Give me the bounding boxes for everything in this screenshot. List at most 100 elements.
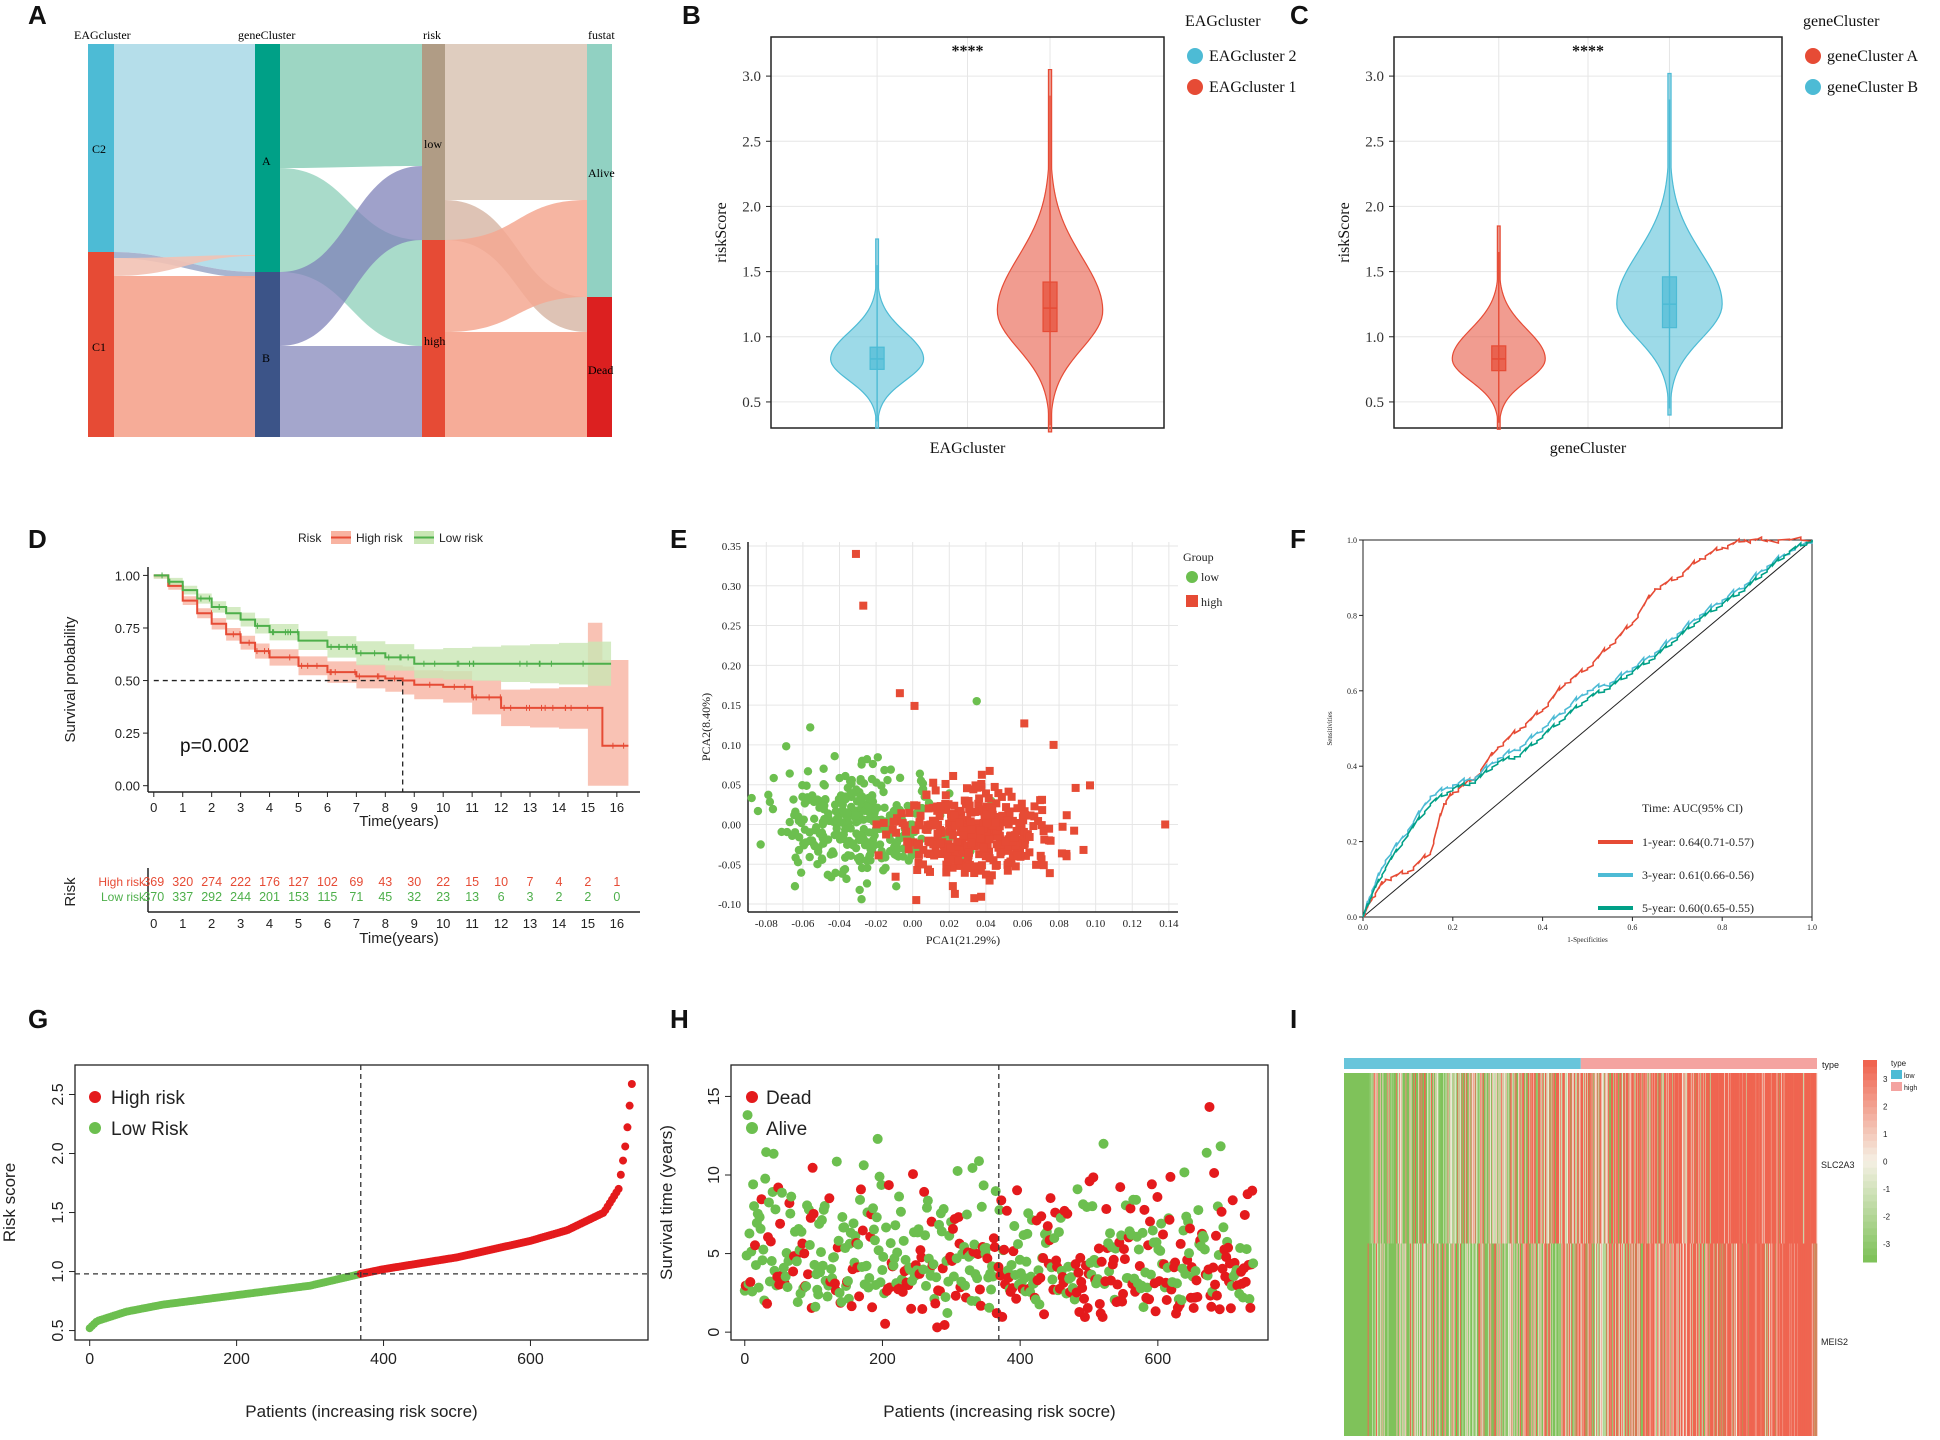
point-dead (1175, 1238, 1186, 1249)
heatmap-cell (1439, 1073, 1441, 1244)
heatmap-cell (1772, 1073, 1774, 1244)
point-dead (1079, 1312, 1090, 1323)
annotation-label: type (1822, 1060, 1839, 1070)
heatmap-cell (1716, 1243, 1718, 1436)
heatmap-cell (1608, 1243, 1610, 1436)
heatmap-cell (1720, 1073, 1722, 1244)
point-dead (988, 1233, 999, 1244)
y-axis-label: Survival probability (62, 616, 79, 742)
y-tick-label: 0.35 (722, 541, 742, 553)
point-alive (810, 1301, 821, 1312)
heatmap-cell (1777, 1073, 1779, 1244)
scatter-point-high (956, 861, 965, 870)
heatmap-cell (1676, 1243, 1678, 1436)
heatmap-cell (1728, 1243, 1729, 1436)
scatter-point-high (949, 771, 958, 780)
legend-swatch (1891, 1070, 1902, 1079)
scatter-point-low (790, 882, 800, 891)
heatmap-cell (1630, 1073, 1632, 1244)
x-tick-label: -0.04 (828, 918, 851, 930)
heatmap-cell (1523, 1243, 1525, 1436)
heatmap-cell (1511, 1243, 1513, 1436)
heatmap-cell (1780, 1243, 1782, 1436)
heatmap-cell (1542, 1073, 1544, 1244)
color-scale-label: -1 (1883, 1185, 1891, 1194)
heatmap-cell (1809, 1243, 1811, 1436)
scatter-point-low (870, 841, 879, 850)
heatmap-cell (1591, 1243, 1593, 1436)
heatmap-cell (1738, 1243, 1740, 1436)
risk-table-value: 32 (407, 890, 421, 904)
heatmap-cell (1488, 1243, 1489, 1436)
scatter-point-low (895, 773, 905, 783)
x-tick-label: 0.10 (1086, 918, 1106, 930)
point-dead (975, 1300, 986, 1311)
heatmap-cell (1742, 1243, 1744, 1436)
color-scale-segment (1863, 1060, 1877, 1068)
color-scale-segment (1863, 1235, 1877, 1243)
heatmap-cell (1424, 1243, 1425, 1436)
point-dead (1008, 1246, 1019, 1257)
x-tick-label: 9 (411, 800, 418, 815)
scatter-point-low (820, 781, 829, 790)
heatmap-cell (1435, 1243, 1437, 1436)
scatter-point-high (972, 819, 981, 828)
scatter-point-low (765, 797, 775, 807)
heatmap-cell (1526, 1243, 1528, 1436)
heatmap-cell (1736, 1073, 1738, 1244)
y-tick-label: 0.05 (722, 780, 742, 792)
heatmap-cell (1373, 1073, 1375, 1244)
point-alive (861, 1260, 872, 1271)
scatter-point-low (798, 781, 807, 790)
heatmap-cell (1754, 1073, 1756, 1244)
heatmap-cell (1807, 1243, 1809, 1436)
point-alive (874, 1171, 885, 1182)
heatmap-cell (1374, 1073, 1376, 1244)
heatmap-cell (1758, 1073, 1760, 1244)
color-scale-segment (1863, 1161, 1877, 1169)
heatmap-cell (1497, 1243, 1499, 1436)
heatmap-cell (1395, 1073, 1397, 1244)
heatmap-cell (1639, 1243, 1641, 1436)
heatmap-cell (1518, 1073, 1520, 1244)
heatmap-cell (1504, 1073, 1506, 1244)
scatter-point-low (818, 817, 828, 827)
heatmap-cell (1747, 1243, 1749, 1436)
heatmap-cell (1550, 1243, 1552, 1436)
heatmap-cell (1445, 1073, 1447, 1244)
heatmap-cell (1619, 1073, 1621, 1244)
plot-frame (74, 1064, 649, 1341)
heatmap-cell (1703, 1243, 1705, 1436)
heatmap-cell (1815, 1073, 1817, 1244)
heatmap-cell (1567, 1073, 1569, 1244)
heatmap-cell (1764, 1073, 1766, 1244)
scatter-point-low (864, 828, 874, 837)
heatmap-cell (1793, 1243, 1795, 1436)
scatter-point-high (994, 789, 1003, 798)
heatmap-cell (1714, 1243, 1716, 1436)
scatter-point-high (970, 807, 979, 816)
heatmap-cell (1382, 1073, 1384, 1244)
heatmap-cell (1573, 1243, 1575, 1436)
heatmap-cell (1813, 1243, 1815, 1436)
heatmap-cell (1726, 1243, 1728, 1436)
heatmap-cell (1765, 1073, 1767, 1244)
risk-table-value: 222 (230, 875, 251, 889)
heatmap-cell (1744, 1073, 1745, 1244)
point-alive (837, 1212, 848, 1223)
point-dead (1239, 1209, 1250, 1220)
heatmap-cell (1569, 1243, 1571, 1436)
heatmap-cell (1673, 1243, 1675, 1436)
heatmap-cell (1575, 1243, 1577, 1436)
heatmap-cell (1614, 1073, 1616, 1244)
heatmap-cell (1617, 1073, 1619, 1244)
heatmap-cell (1689, 1243, 1691, 1436)
heatmap-cell (1610, 1243, 1612, 1436)
heatmap-cell (1591, 1073, 1593, 1244)
scatter-point-high (964, 848, 973, 857)
heatmap-cell (1374, 1073, 1376, 1244)
sankey-node-label: high (424, 334, 445, 348)
point-alive (987, 1271, 998, 1282)
point-dead (937, 1263, 948, 1274)
heatmap-cell (1444, 1243, 1446, 1436)
